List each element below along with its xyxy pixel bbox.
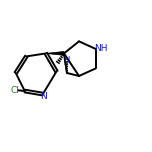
Text: H: H xyxy=(63,56,69,65)
Polygon shape xyxy=(46,51,64,55)
Text: NH: NH xyxy=(95,44,108,53)
Text: Cl: Cl xyxy=(11,86,19,95)
Text: N: N xyxy=(40,92,47,101)
